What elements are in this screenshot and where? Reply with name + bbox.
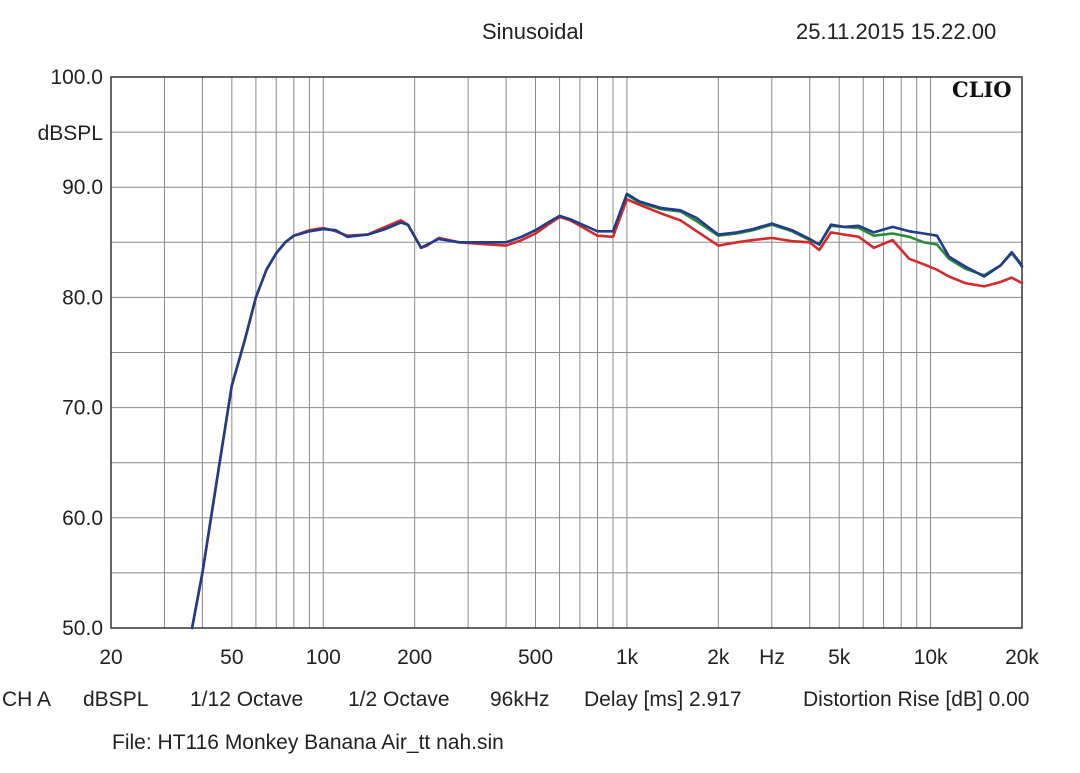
x-tick-labels: 20 50 100 200 500 1k 2k 5k 10k 20k: [99, 646, 1039, 669]
footer-window: 1/2 Octave: [348, 688, 450, 711]
clio-logo: CLIO: [952, 77, 1012, 102]
footer-channel: CH A: [2, 688, 52, 711]
y-tick-label: 100.0: [50, 66, 103, 89]
chart-title: Sinusoidal: [482, 19, 584, 44]
y-axis-label: dBSPL: [38, 122, 103, 145]
footer-smoothing: 1/12 Octave: [190, 688, 304, 711]
series-line-3: [190, 192, 1024, 630]
x-tick-label: 20k: [1005, 646, 1039, 669]
timestamp: 25.11.2015 15.22.00: [796, 19, 997, 44]
x-tick-label: 200: [397, 646, 432, 669]
x-axis-label: Hz: [759, 646, 785, 669]
footer-distortion: Distortion Rise [dB] 0.00: [803, 688, 1030, 711]
footer-sample-rate: 96kHz: [490, 688, 550, 711]
y-tick-label: 50.0: [62, 617, 103, 640]
footer-delay: Delay [ms] 2.917: [584, 688, 742, 711]
y-tick-label: 70.0: [62, 397, 103, 420]
x-tick-label: 20: [99, 646, 122, 669]
x-tick-label: 500: [518, 646, 553, 669]
x-tick-label: 2k: [707, 646, 730, 669]
y-tick-label: 60.0: [62, 507, 103, 530]
x-tick-label: 1k: [616, 646, 639, 669]
series-group: [190, 192, 1024, 630]
footer-file: File: HT116 Monkey Banana Air_tt nah.sin: [112, 731, 504, 754]
x-tick-label: 50: [220, 646, 243, 669]
y-tick-label: 80.0: [62, 286, 103, 309]
x-tick-label: 5k: [828, 646, 851, 669]
y-tick-label: 90.0: [62, 176, 103, 199]
x-tick-label: 10k: [914, 646, 948, 669]
series-line-2: [190, 198, 1024, 630]
frequency-response-chart: 100.0 90.0 80.0 70.0 60.0 50.0 20 50 100 200 500 1…: [38, 66, 1040, 669]
y-tick-labels: 100.0 90.0 80.0 70.0 60.0 50.0: [50, 66, 103, 640]
plot-frame: [110, 76, 1023, 629]
plot-grid: [111, 77, 1022, 628]
x-tick-label: 100: [306, 646, 341, 669]
footer-unit: dBSPL: [83, 688, 149, 711]
